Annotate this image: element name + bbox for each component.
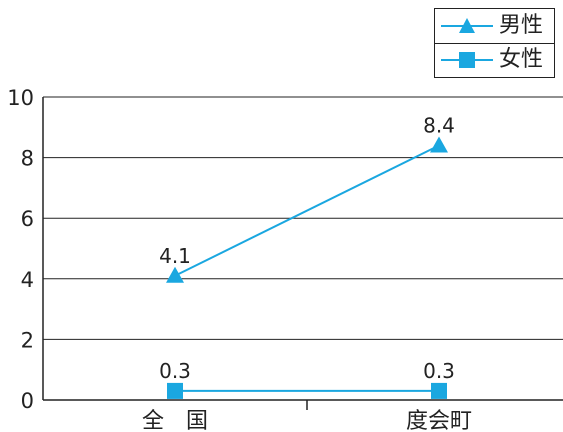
triangle-marker-icon	[459, 18, 475, 33]
data-point-square	[431, 382, 447, 399]
legend-item-female: 女性	[435, 43, 554, 77]
data-label: 4.1	[159, 244, 191, 268]
y-tick-label: 8	[21, 147, 34, 171]
data-point-triangle	[430, 136, 448, 153]
y-tick-label: 10	[7, 86, 34, 110]
data-label: 8.4	[423, 113, 455, 137]
y-tick-label: 2	[21, 328, 34, 352]
data-point-square	[167, 382, 183, 399]
legend-item-male: 男性	[435, 9, 554, 44]
x-tick-label: 全 国	[142, 409, 208, 432]
square-marker-icon	[459, 52, 475, 68]
legend: 男性 女性	[434, 8, 555, 78]
y-tick-label: 4	[21, 268, 34, 292]
y-tick-label: 0	[21, 389, 34, 413]
data-label: 0.3	[159, 359, 191, 383]
y-tick-label: 6	[21, 207, 34, 231]
legend-label-male: 男性	[499, 13, 544, 38]
data-label: 0.3	[423, 359, 455, 383]
series-line-male	[174, 144, 440, 277]
data-point-triangle	[166, 266, 184, 283]
legend-label-female: 女性	[499, 47, 544, 72]
x-tick-label: 度会町	[406, 409, 472, 432]
